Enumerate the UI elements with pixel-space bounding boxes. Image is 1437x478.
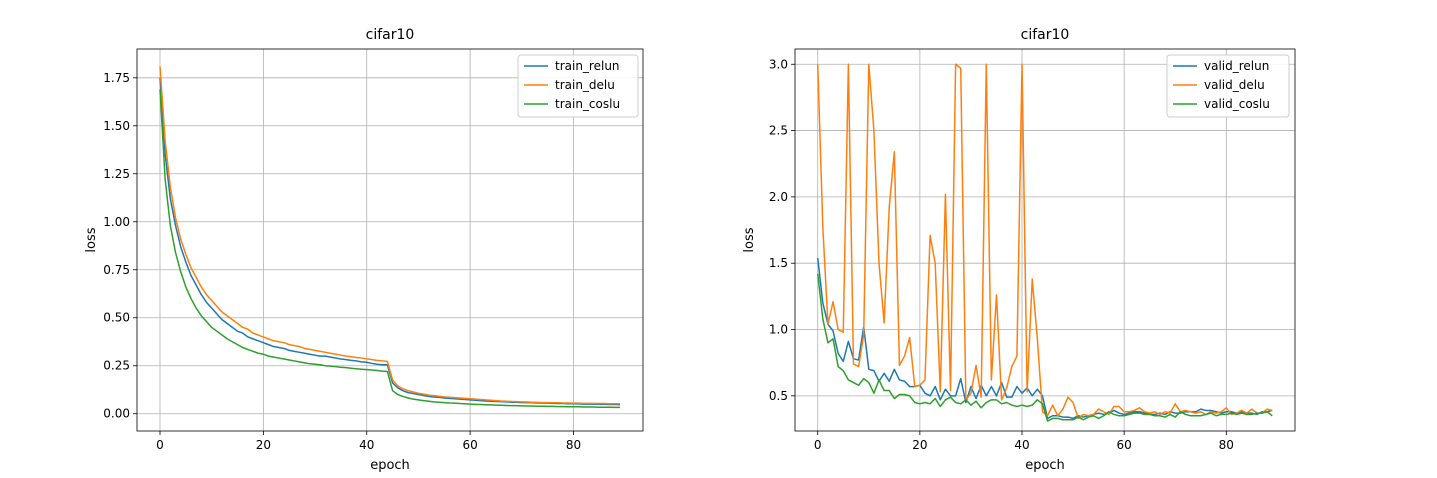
valid-loss-chart: 0 20 40 60 80 0.5 1.0 1.5 2.0 2.5 3.0 cifar10 epoch l… (742, 27, 1296, 473)
x-tick-label: 60 (1117, 438, 1132, 452)
legend-label: train_coslu (555, 97, 620, 111)
y-axis-label: loss (742, 227, 757, 252)
y-tick-label: 2.0 (769, 190, 788, 204)
y-tick-label: 1.50 (103, 119, 130, 133)
y-tick-label: 0.00 (103, 407, 130, 421)
axes-frame (794, 48, 1296, 432)
legend: valid_relun valid_delu valid_coslu (1166, 54, 1290, 118)
y-axis-label: loss (84, 227, 99, 252)
y-tick-label: 3.0 (769, 57, 788, 71)
x-tick-label: 80 (566, 438, 581, 452)
y-tick-label: 1.00 (103, 215, 130, 229)
legend-label: valid_coslu (1204, 97, 1270, 111)
y-tick-label: 2.5 (769, 124, 788, 138)
chart-title: cifar10 (366, 27, 415, 43)
y-tick-label: 0.25 (103, 359, 130, 373)
series-line-train_delu (159, 66, 620, 405)
y-tick-label: 1.5 (769, 256, 788, 270)
legend-label: train_relun (555, 59, 620, 73)
x-axis-label: epoch (1025, 458, 1065, 473)
y-tick-label: 1.25 (103, 167, 130, 181)
train-loss-chart: 0 20 40 60 80 0.00 0.25 0.50 0.75 1.00 1.25 1.50 1.7… (84, 27, 644, 473)
y-tick-label: 0.75 (103, 263, 130, 277)
x-axis-label: epoch (370, 458, 410, 473)
x-tick-label: 20 (256, 438, 271, 452)
legend-label: valid_relun (1204, 59, 1269, 73)
series-line-train_coslu (159, 89, 620, 409)
x-tick-label: 80 (1219, 438, 1234, 452)
y-tick-label: 0.50 (103, 311, 130, 325)
series-line-valid_relun (816, 257, 1273, 420)
legend-label: train_delu (555, 78, 615, 92)
x-tick-label: 40 (1014, 438, 1029, 452)
chart-title: cifar10 (1021, 27, 1070, 43)
x-tick-label: 40 (359, 438, 374, 452)
x-tick-label: 0 (814, 438, 822, 452)
axes-frame (136, 48, 644, 432)
legend: train_relun train_delu train_coslu (517, 54, 639, 118)
legend-box (517, 54, 639, 118)
y-tick-label: 1.75 (103, 71, 130, 85)
x-tick-label: 0 (156, 438, 164, 452)
series-line-valid_coslu (816, 273, 1273, 422)
y-tick-label: 0.5 (769, 389, 788, 403)
legend-box (1166, 54, 1290, 118)
y-tick-label: 1.0 (769, 323, 788, 337)
x-tick-label: 60 (462, 438, 477, 452)
x-tick-label: 20 (912, 438, 927, 452)
legend-label: valid_delu (1204, 78, 1265, 92)
